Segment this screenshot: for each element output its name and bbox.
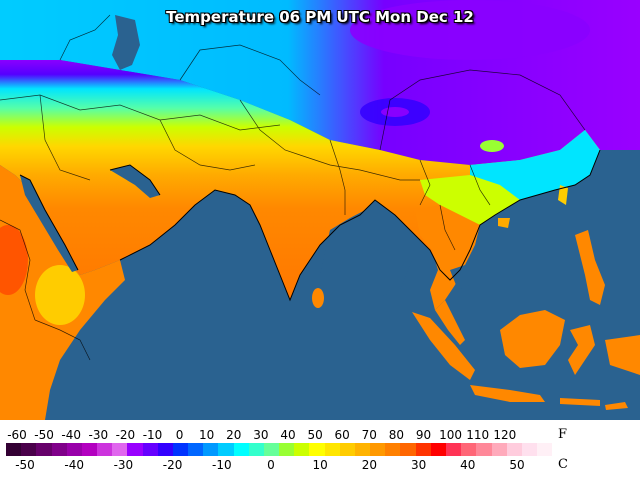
borneo (500, 310, 565, 368)
colorbar-swatch (445, 443, 462, 456)
colorbar-swatch (385, 443, 401, 456)
colorbar (6, 443, 553, 456)
java (470, 385, 545, 402)
caspian-sea (112, 15, 140, 70)
colorbar-swatch (537, 443, 553, 456)
temperature-legend: -60 -50 -40 -30 -20 -10 0 10 20 30 40 50 60 70 80 90 100… (0, 420, 640, 480)
green-pocket (480, 140, 504, 152)
colorbar-swatch (354, 443, 371, 456)
cold-core-mongolia (350, 0, 590, 60)
taiwan (558, 185, 568, 205)
fahrenheit-tick: 20 (226, 428, 242, 442)
colorbar-swatch (203, 443, 219, 456)
colorbar-swatch (51, 443, 67, 456)
celsius-unit: C (558, 457, 568, 472)
fahrenheit-tick: -40 (61, 428, 81, 442)
celsius-tick: 20 (361, 458, 378, 472)
colorbar-swatch (142, 443, 158, 456)
colorbar-swatch (172, 443, 189, 456)
fahrenheit-tick: -30 (88, 428, 109, 442)
persian-gulf (110, 165, 160, 198)
fahrenheit-tick: -20 (115, 428, 136, 442)
colorbar-swatch (6, 443, 22, 456)
fahrenheit-tick: 80 (388, 428, 405, 442)
fahrenheit-unit: F (558, 427, 568, 442)
colorbar-swatch (506, 443, 522, 456)
colorbar-swatch (263, 443, 280, 456)
cold-core-inner (381, 107, 409, 117)
colorbar-swatch (476, 443, 492, 456)
celsius-tick: 40 (460, 458, 476, 472)
bay-of-bengal (320, 205, 412, 300)
fahrenheit-tick: 50 (307, 428, 323, 442)
colorbar-swatch (461, 443, 477, 456)
celsius-tick: -40 (64, 458, 84, 472)
celsius-tick: 30 (410, 458, 427, 472)
colorbar-swatch (370, 443, 386, 456)
indochina (415, 205, 480, 310)
colorbar-swatch (21, 443, 37, 456)
fahrenheit-tick: 120 (493, 428, 517, 442)
colorbar-swatch (491, 443, 507, 456)
fahrenheit-tick: -60 (7, 428, 27, 442)
sri-lanka (312, 288, 324, 308)
colorbar-swatch (521, 443, 538, 456)
fahrenheit-tick: 30 (253, 428, 269, 442)
temperature-map: Temperature 06 PM UTC Mon Dec 12 (0, 0, 640, 420)
africa-hot-spot (0, 225, 28, 295)
fahrenheit-tick: 40 (280, 428, 296, 442)
colorbar-swatch (112, 443, 128, 456)
horn-of-africa-warm (35, 265, 85, 325)
philippines (575, 230, 605, 305)
map-title: Temperature 06 PM UTC Mon Dec 12 (166, 8, 474, 26)
celsius-tick: 50 (509, 458, 525, 472)
celsius-tick: 0 (267, 458, 275, 472)
red-sea (20, 175, 78, 272)
colorbar-swatch (248, 443, 264, 456)
colorbar-swatch (324, 443, 340, 456)
colorbar-swatch (400, 443, 416, 456)
fahrenheit-tick: -50 (34, 428, 54, 442)
fahrenheit-tick: 0 (175, 428, 184, 442)
sulawesi (568, 325, 595, 375)
colorbar-swatch (36, 443, 52, 456)
hainan (498, 218, 510, 228)
colorbar-swatch (233, 443, 249, 456)
malay-peninsula (435, 300, 465, 345)
colorbar-swatch (279, 443, 295, 456)
celsius-tick: -20 (162, 458, 183, 472)
coastlines (19, 149, 601, 302)
colorbar-swatch (218, 443, 234, 456)
map-canvas (0, 0, 640, 420)
celsius-tick: -50 (15, 458, 35, 472)
fahrenheit-tick: -10 (142, 428, 163, 442)
colorbar-swatch (81, 443, 98, 456)
fahrenheit-tick: 70 (361, 428, 377, 442)
colorbar-swatch (430, 443, 446, 456)
fahrenheit-tick: 110 (466, 428, 490, 442)
country-borders (0, 14, 586, 361)
gulf-of-thailand (450, 265, 470, 290)
celsius-tick: 10 (312, 458, 328, 472)
new-guinea (605, 335, 640, 375)
colorbar-swatch (415, 443, 431, 456)
colorbar-swatch (157, 443, 173, 456)
small-islands (560, 398, 628, 410)
colorbar-swatch (188, 443, 204, 456)
colorbar-swatch (127, 443, 143, 456)
colorbar-swatch (97, 443, 113, 456)
south-china (420, 175, 520, 225)
fahrenheit-tick: 90 (415, 428, 432, 442)
sumatra (412, 312, 475, 380)
colorbar-swatch (309, 443, 325, 456)
fahrenheit-tick: 60 (334, 428, 350, 442)
celsius-tick: -10 (211, 458, 232, 472)
colorbar-swatch (339, 443, 355, 456)
fahrenheit-tick: 100 (439, 428, 463, 442)
colorbar-swatch (66, 443, 82, 456)
fahrenheit-tick: 10 (199, 428, 215, 442)
colorbar-swatch (294, 443, 310, 456)
celsius-tick: -30 (113, 458, 134, 472)
